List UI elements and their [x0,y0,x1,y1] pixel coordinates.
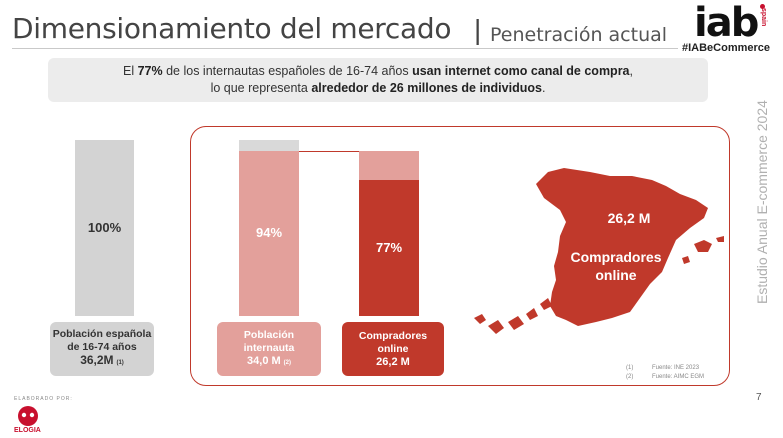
map-value: 26,2 M [607,210,651,226]
footnote-mark: (1) [116,360,124,366]
source-mark: (1) [626,365,634,371]
elogia-logo-icon [18,406,38,426]
title-separator: | [474,14,482,45]
iab-logo: iab [694,0,759,46]
info-line-1: El 77% de los internautas españoles de 1… [48,63,708,80]
bar-internauta-remainder [239,140,299,151]
page-subtitle: Penetración actual [490,24,668,46]
category-label: Compradores [358,329,428,342]
hashtag: #IABeCommerce [682,42,771,54]
category-value: 36,2M [80,353,114,367]
map-caption: Compradores online [570,249,662,283]
category-label: internauta [243,341,295,354]
bar-value-label-compradores: 77% [375,240,403,256]
page-title: Dimensionamiento del mercado [12,12,452,45]
category-box-total: Población española de 16-74 años 36,2M (… [50,322,154,376]
info-percent: 77% [137,64,163,78]
category-label: online [377,342,409,355]
info-bold: usan internet como canal de compra [412,64,630,78]
category-label: Población [243,328,295,341]
iab-logo-spain: spain [760,8,767,27]
info-bold: alrededor de 26 millones de individuos [311,81,542,95]
title-underline [12,48,678,49]
elogia-brand: ELOGIA [14,427,41,434]
bar-value-label-internauta: 94% [255,225,283,241]
bar-compradores-remainder [359,150,419,181]
elaborated-by: ELABORADO POR: [14,396,73,402]
bar-connector-line [299,150,359,152]
category-label: de 16-74 años [67,341,137,353]
bar-value-label-total: 100% [87,220,122,235]
sources: (1) Fuente: INE 2023 (2) Fuente: AIMC EGM [626,364,704,382]
side-study-label: Estudio Anual E-commerce 2024 [754,100,770,304]
info-text: de los internautas españoles de 16-74 añ… [162,64,413,78]
info-text: El [122,64,138,78]
info-line-2: lo que representa alrededor de 26 millon… [48,80,708,97]
iab-logo-dot [760,4,765,9]
category-box-internauta: Población internauta 34,0 M (2) [217,322,321,376]
source-text: Fuente: AIMC EGM [652,374,705,380]
bar-compradores [359,180,419,316]
bar-total-population [75,140,134,316]
source-text: Fuente: INE 2023 [652,365,700,371]
category-value: 34,0 M [247,354,281,367]
source-mark: (2) [626,374,634,380]
category-box-compradores: Compradores online 26,2 M [342,322,444,376]
footnote-mark: (2) [283,359,291,366]
highlight-frame [190,126,730,386]
info-box: El 77% de los internautas españoles de 1… [48,58,708,102]
category-label: Población española [52,328,152,340]
info-text: , [629,64,633,78]
bar-internauta [239,150,299,316]
page-number: 7 [756,392,762,403]
category-value: 26,2 M [376,355,410,368]
info-text: lo que representa [210,81,312,95]
info-text: . [541,81,546,95]
